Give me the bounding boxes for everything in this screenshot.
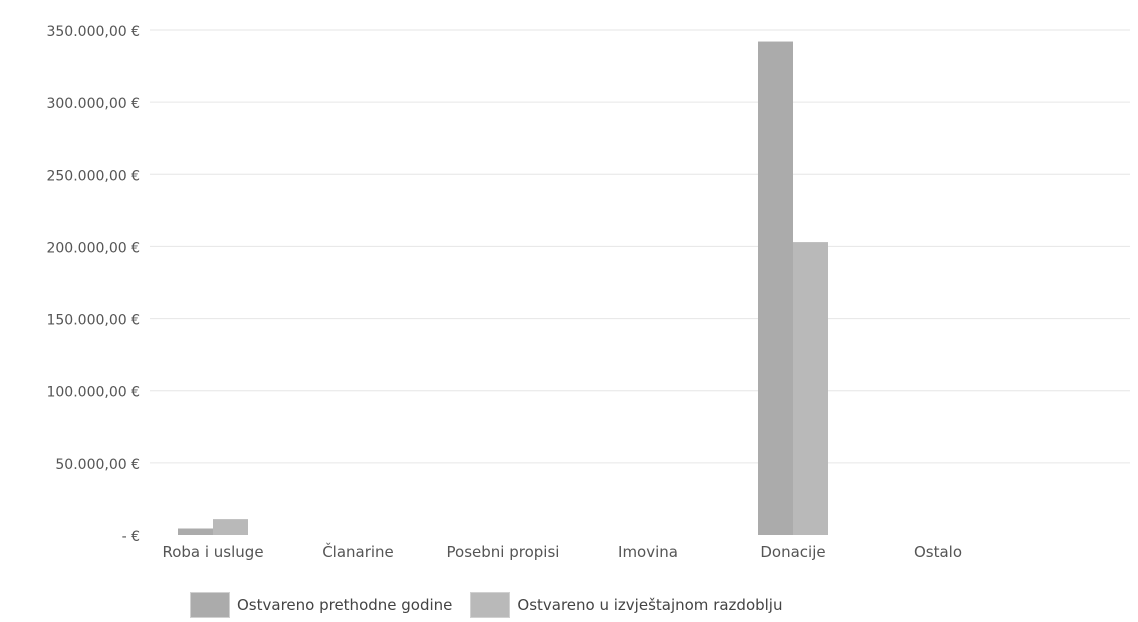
x-axis-labels: Roba i usluge Članarine Posebni propisi Imo… bbox=[162, 542, 962, 561]
y-axis: - € 50.000,00 € 100.000,00 € 150.000,00 € 20… bbox=[46, 24, 140, 545]
x-tick-label: Ostalo bbox=[914, 543, 962, 561]
legend-item-series-1: Ostvareno prethodne godine bbox=[190, 592, 452, 618]
x-tick-label: Imovina bbox=[618, 543, 678, 561]
legend-swatch-series-1 bbox=[190, 592, 230, 618]
bar-1 bbox=[758, 41, 793, 536]
legend-label-series-1: Ostvareno prethodne godine bbox=[237, 596, 453, 614]
y-tick-label: 150.000,00 € bbox=[46, 313, 140, 329]
y-tick-label: 100.000,00 € bbox=[46, 385, 140, 401]
grid-lines bbox=[150, 29, 1130, 464]
x-tick-label: Članarine bbox=[322, 542, 394, 561]
y-tick-label: - € bbox=[122, 529, 140, 545]
bars bbox=[178, 41, 828, 536]
bar-1 bbox=[178, 528, 213, 535]
x-tick-label: Roba i usluge bbox=[162, 543, 263, 561]
legend-swatch-series-2 bbox=[470, 592, 511, 618]
x-tick-label: Donacije bbox=[760, 543, 825, 561]
y-tick-label: 300.000,00 € bbox=[46, 96, 140, 112]
y-tick-label: 350.000,00 € bbox=[46, 24, 140, 40]
legend-label-series-2: Ostvareno u izvještajnom razdoblju bbox=[517, 596, 783, 614]
bar-2 bbox=[213, 519, 248, 535]
bar-2 bbox=[793, 242, 828, 535]
y-tick-label: 250.000,00 € bbox=[46, 168, 140, 184]
x-tick-label: Posebni propisi bbox=[447, 543, 560, 561]
y-tick-label: 200.000,00 € bbox=[46, 240, 140, 256]
y-tick-label: 50.000,00 € bbox=[55, 457, 140, 473]
legend: Ostvareno prethodne godine Ostvareno u i… bbox=[190, 592, 782, 618]
legend-item-series-2: Ostvareno u izvještajnom razdoblju bbox=[470, 592, 782, 618]
